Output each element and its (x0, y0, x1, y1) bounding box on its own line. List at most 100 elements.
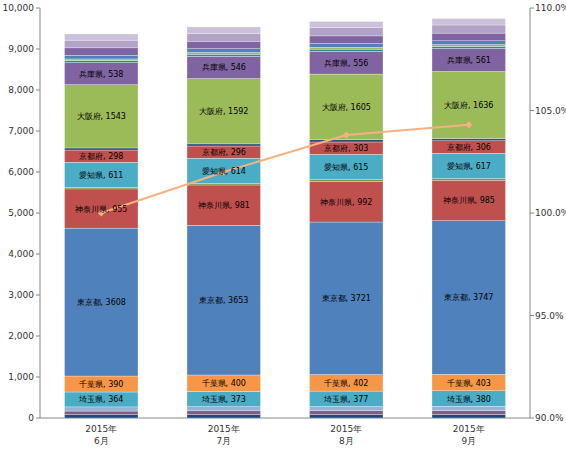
data-label: 京都府, 306 (447, 143, 491, 152)
data-label: 京都府, 296 (202, 148, 246, 157)
x-tick-label: 2015年8月 (330, 424, 362, 446)
bar-segment (187, 33, 261, 41)
data-label: 神奈川県, 985 (443, 196, 495, 205)
bar-segment (187, 79, 261, 144)
bar-segment (310, 415, 384, 418)
bar-segment (187, 225, 261, 375)
bar-segment (432, 49, 506, 72)
y-tick-label: 10,000 (3, 3, 35, 13)
bar-segment (65, 59, 139, 61)
bar-segment (310, 411, 384, 415)
bar-segment (432, 139, 506, 141)
y-tick (36, 172, 40, 173)
data-label: 兵庫県, 538 (79, 70, 123, 79)
bar-segment (310, 407, 384, 411)
bar-segment (432, 411, 506, 415)
bar-segment (432, 221, 506, 375)
y-tick-label: 6,000 (8, 167, 34, 177)
bar-segment (310, 222, 384, 375)
bar-segment (187, 183, 261, 185)
bar-segment (187, 158, 261, 183)
bar-segment (187, 375, 261, 391)
y-tick (36, 418, 40, 419)
data-label: 神奈川県, 955 (75, 205, 127, 214)
data-label: 大阪府, 1605 (322, 103, 371, 112)
data-label: 埼玉県, 364 (78, 395, 123, 404)
bar-segment (65, 411, 139, 415)
bar-segment (65, 392, 139, 407)
bar-segment (432, 406, 506, 410)
bar-segment (187, 146, 261, 158)
data-label: 愛知県, 611 (79, 171, 123, 180)
x-tick-label-line: 2015年 (208, 424, 240, 434)
bar-segment (65, 40, 139, 48)
y2-tick (530, 213, 534, 214)
bar-segment (310, 47, 384, 49)
bar-segment (310, 180, 384, 182)
data-label: 東京都, 3721 (322, 294, 371, 303)
x-tick-label-line: 8月 (339, 436, 354, 446)
bar-segment (65, 415, 139, 418)
bar-segment (187, 144, 261, 146)
bar-segment (432, 141, 506, 154)
bar-segment (65, 55, 139, 59)
bar-segment (65, 407, 139, 411)
data-label: 愛知県, 615 (324, 163, 368, 172)
x-tick-label-line: 9月 (461, 436, 476, 446)
data-label: 兵庫県, 546 (202, 63, 246, 72)
bar-segment (432, 391, 506, 407)
bar-segment (432, 374, 506, 391)
bar-segment (187, 56, 261, 78)
y2-tick-label: 105.0% (535, 106, 566, 116)
bar-segment (310, 181, 384, 222)
line-marker (343, 132, 350, 139)
data-label: 神奈川県, 981 (198, 201, 250, 210)
y-tick-label: 1,000 (8, 372, 34, 382)
y-tick-label: 8,000 (8, 85, 34, 95)
x-tick-label: 2015年 6月 (85, 424, 117, 446)
data-label: 東京都, 3747 (444, 293, 493, 302)
bar-segment (187, 27, 261, 33)
bar-segment (432, 33, 506, 41)
bar-segment (65, 48, 139, 55)
x-tick-label-line: 7月 (216, 436, 231, 446)
y-tick-label: 5,000 (8, 208, 34, 218)
bar-segment (432, 153, 506, 178)
y-tick-label: 9,000 (8, 44, 34, 54)
bar-segment (310, 154, 384, 179)
data-label: 埼玉県, 380 (446, 395, 491, 404)
x-tick-label-line: 2015年 (85, 424, 117, 434)
data-labels: 埼玉県, 364埼玉県, 373埼玉県, 377埼玉県, 380千葉県, 390… (75, 56, 495, 404)
data-label: 大阪府, 1636 (444, 101, 493, 110)
y-tick (36, 49, 40, 50)
plot-marks (65, 19, 506, 418)
bar-segment (432, 46, 506, 48)
bar-segment (432, 179, 506, 181)
data-label: 千葉県, 402 (324, 379, 368, 388)
y2-tick (530, 418, 534, 419)
y2-tick-label: 110.0% (535, 3, 566, 13)
y-tick (36, 336, 40, 337)
data-label: 東京都, 3608 (77, 298, 126, 307)
bar-segment (310, 51, 384, 74)
bar-segment (310, 21, 384, 27)
bar-segment (65, 187, 139, 189)
bar-segment (65, 150, 139, 162)
data-label: 兵庫県, 556 (324, 59, 368, 68)
bar-segment (432, 19, 506, 25)
bar-segment (65, 228, 139, 376)
data-label: 千葉県, 390 (79, 380, 123, 389)
data-label: 千葉県, 403 (447, 379, 491, 388)
bar-segment (187, 54, 261, 56)
bar-segment (65, 85, 139, 148)
y2-tick (530, 315, 534, 316)
bar-segment (310, 28, 384, 36)
x-tick-label: 2015年 7月 (208, 424, 240, 446)
y-tick (36, 90, 40, 91)
data-label: 大阪府, 1543 (77, 112, 126, 121)
bar-segment (310, 391, 384, 406)
x-tick-label-line: 6月 (94, 436, 109, 446)
line (101, 125, 469, 213)
y-tick-label: 2,000 (8, 331, 34, 341)
bar-segment (310, 375, 384, 391)
